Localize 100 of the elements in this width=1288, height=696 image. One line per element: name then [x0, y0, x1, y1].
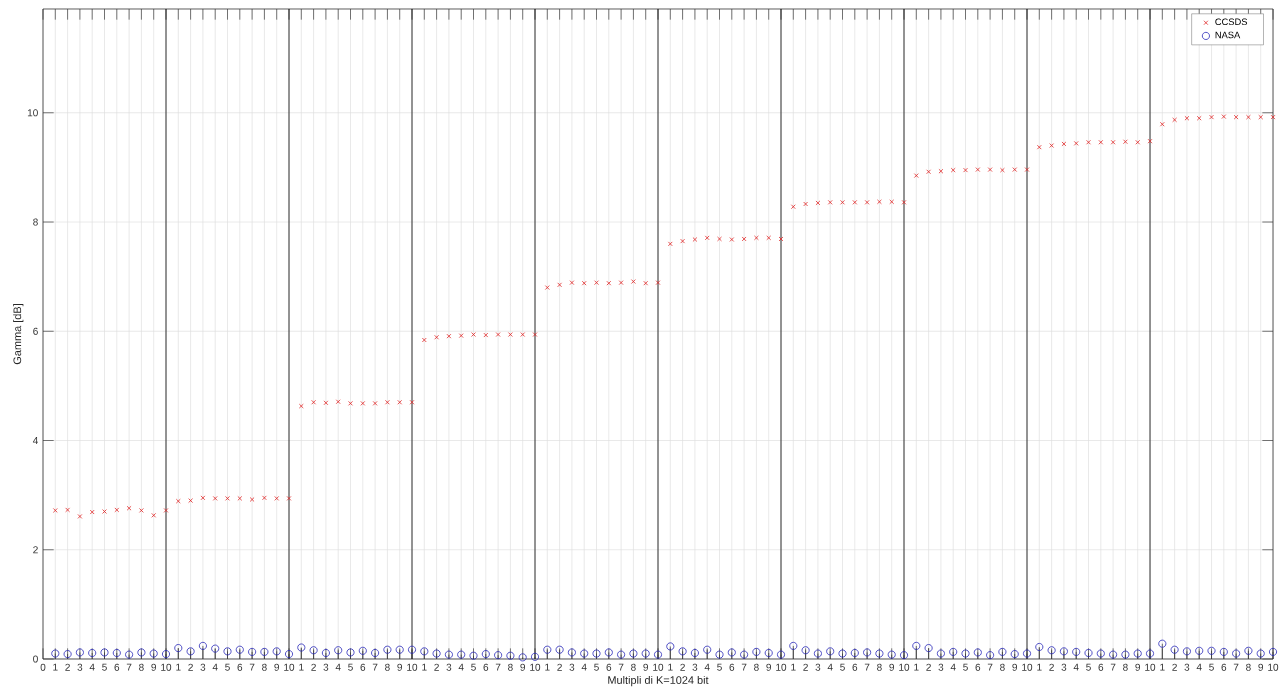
x-axis-title: Multipli di K=1024 bit [608, 675, 709, 687]
x-tick-label: 7 [1233, 663, 1239, 671]
x-tick-label: 4 [581, 663, 587, 671]
y-axis-title: Gamma [dB] [13, 304, 24, 365]
x-tick-label: 6 [360, 663, 366, 671]
x-tick-label: 8 [139, 663, 144, 671]
x-tick-label: 10 [899, 663, 910, 671]
x-tick-label: 10 [1268, 663, 1279, 671]
x-tick-label: 1 [914, 663, 919, 671]
x-tick-label: 1 [1160, 663, 1165, 671]
x-tick-label: 2 [65, 663, 70, 671]
x-tick-label: 8 [631, 663, 636, 671]
x-tick-label: 9 [397, 663, 403, 671]
x-tick-label: 4 [1073, 663, 1079, 671]
x-tick-label: 6 [1098, 663, 1104, 671]
x-tick-label: 7 [1110, 663, 1116, 671]
x-tick-label: 9 [766, 663, 772, 671]
x-tick-label: 8 [1123, 663, 1128, 671]
x-tick-label: 9 [1012, 663, 1018, 671]
x-tick-label: 4 [212, 663, 218, 671]
x-tick-label: 4 [335, 663, 341, 671]
x-tick-label: 6 [114, 663, 120, 671]
x-tick-label: 7 [126, 663, 132, 671]
x-tick-label: 8 [754, 663, 759, 671]
x-tick-label: 5 [348, 663, 353, 671]
legend-label: CCSDS [1215, 18, 1248, 26]
x-tick-label: 1 [1037, 663, 1042, 671]
x-tick-label: 5 [717, 663, 722, 671]
x-tick-label: 8 [262, 663, 267, 671]
x-tick-label: 7 [864, 663, 870, 671]
x-tick-label: 8 [385, 663, 390, 671]
x-tick-label: 9 [1135, 663, 1141, 671]
x-tick-label: 10 [1022, 663, 1033, 671]
x-tick-label: 6 [729, 663, 735, 671]
x-tick-label: 7 [618, 663, 624, 671]
x-tick-label: 4 [827, 663, 833, 671]
x-tick-label: 3 [1184, 663, 1190, 671]
x-tick-label: 10 [407, 663, 418, 671]
x-tick-label: 1 [299, 663, 304, 671]
x-tick-label: 8 [877, 663, 882, 671]
y-tick-label: 2 [33, 546, 38, 554]
x-tick-label: 3 [323, 663, 329, 671]
x-tick-label: 5 [225, 663, 230, 671]
y-tick-label: 0 [33, 655, 38, 663]
x-tick-label: 1 [668, 663, 673, 671]
x-tick-label: 5 [1209, 663, 1214, 671]
x-tick-label: 3 [569, 663, 575, 671]
x-tick-label: 2 [680, 663, 685, 671]
x-tick-label: 4 [89, 663, 95, 671]
x-tick-label: 3 [77, 663, 83, 671]
x-tick-label: 9 [889, 663, 895, 671]
x-tick-label: 2 [803, 663, 808, 671]
x-tick-label: 8 [1246, 663, 1251, 671]
x-tick-label: 3 [1061, 663, 1067, 671]
y-tick-label: 6 [33, 327, 38, 335]
x-tick-label: 4 [458, 663, 464, 671]
x-tick-label: 3 [938, 663, 944, 671]
x-tick-label: 10 [284, 663, 295, 671]
x-tick-label: 5 [1086, 663, 1091, 671]
x-tick-label: 7 [249, 663, 255, 671]
y-tick-label: 8 [33, 218, 38, 226]
x-tick-label: 10 [653, 663, 664, 671]
x-tick-label: 5 [840, 663, 845, 671]
x-tick-label: 9 [151, 663, 156, 671]
x-tick-label: 2 [926, 663, 931, 671]
x-tick-label: 6 [975, 663, 981, 671]
x-tick-label: 10 [161, 663, 172, 671]
x-tick-label: 9 [520, 663, 526, 671]
x-tick-label: 1 [176, 663, 181, 671]
x-tick-label: 10 [776, 663, 787, 671]
legend-label: NASA [1215, 31, 1241, 39]
x-tick-label: 2 [188, 663, 193, 671]
x-tick-label: 4 [950, 663, 956, 671]
y-tick-label: 10 [27, 109, 38, 117]
x-tick-label: 3 [200, 663, 206, 671]
x-tick-label: 7 [495, 663, 501, 671]
x-tick-label: 5 [102, 663, 107, 671]
x-tick-label: 7 [372, 663, 378, 671]
x-tick-label: 2 [311, 663, 316, 671]
x-tick-label: 8 [1000, 663, 1005, 671]
x-tick-label: 8 [508, 663, 513, 671]
x-tick-label: 6 [237, 663, 243, 671]
x-tick-label: 1 [53, 663, 58, 671]
x-tick-label: 2 [1049, 663, 1054, 671]
x-tick-label: 1 [791, 663, 796, 671]
x-tick-label: 2 [557, 663, 562, 671]
x-tick-label: 1 [545, 663, 550, 671]
x-tick-label: 9 [274, 663, 279, 671]
x-tick-label: 6 [606, 663, 612, 671]
y-tick-label: 4 [32, 437, 38, 444]
x-tick-label: 3 [446, 663, 452, 671]
x-tick-label: 6 [483, 663, 489, 671]
x-tick-label: 6 [1221, 663, 1227, 671]
x-tick-label: 5 [594, 663, 599, 671]
x-tick-label: 5 [471, 663, 476, 671]
x-tick-label: 4 [704, 663, 710, 671]
x-tick-label: 0 [40, 663, 46, 671]
x-tick-label: 5 [963, 663, 968, 671]
x-tick-label: 7 [987, 663, 993, 671]
x-tick-label: 7 [741, 663, 747, 671]
